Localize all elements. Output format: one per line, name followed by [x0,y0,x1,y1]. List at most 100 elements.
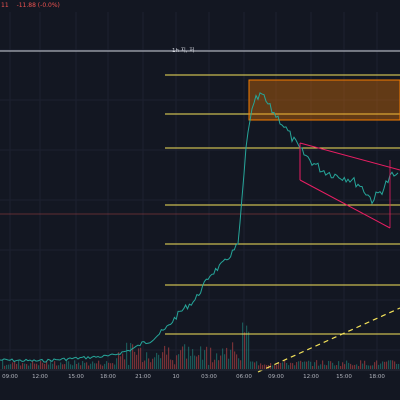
volume-bar [50,360,52,369]
time-tick-label: 06:00 [236,374,252,380]
volume-bar [100,364,102,369]
volume-bar [314,362,316,369]
volume-bar [112,363,114,369]
volume-bar [158,354,160,369]
volume-bar [198,355,200,369]
volume-bar [332,362,334,369]
volume-bar [154,357,156,369]
volume-bar [188,346,190,369]
volume-bar [40,360,42,369]
volume-bar [140,347,142,369]
triangle-upper-trendline[interactable] [299,142,400,171]
volume-bar [146,352,148,369]
volume-bar [96,363,98,369]
volume-bar [356,364,358,369]
volume-bar [222,348,224,369]
volume-bar [44,363,46,369]
price-line [0,92,399,363]
triangle-lower-trendline[interactable] [299,179,391,229]
volume-bar [116,358,118,369]
volume-bar [294,365,296,369]
volume-bar [326,365,328,369]
volume-bar [338,361,340,369]
volume-bar [394,361,396,369]
volume-bar [126,342,128,369]
volume-bar [98,360,100,369]
volume-bar [70,364,72,369]
volume-bar [278,362,280,369]
volume-bar [342,362,344,369]
volume-bar [66,360,68,369]
volume-bar [354,364,356,369]
volume-bar [378,364,380,369]
volume-bar [128,364,130,369]
volume-bar [340,365,342,369]
volume-bar [362,363,364,369]
time-axis[interactable]: 09:00 12:00 15:00 18:00 21:00 10 03:00 06:00 09:… [0,370,400,386]
volume-bar [380,363,382,369]
volume-bar [382,361,384,369]
volume-bar [166,354,168,369]
volume-bar [48,364,50,369]
volume-bar [4,365,6,369]
volume-bar [316,360,318,369]
volume-bar [244,332,246,369]
volume-bar [262,365,264,369]
volume-bar [110,363,112,369]
rising-dashed-trendline[interactable] [257,307,400,373]
volume-bar [170,359,172,369]
volume-bar [306,361,308,369]
volume-bar [20,365,22,369]
volume-bar [178,354,180,369]
supply-zone-box[interactable] [248,79,400,121]
volume-bar [372,365,374,369]
volume-bar [220,355,222,369]
volume-bar [62,364,64,369]
volume-bar [212,362,214,369]
volume-bar [204,350,206,369]
volume-bar [106,361,108,369]
volume-bar [392,360,394,369]
volume-bar [264,364,266,369]
volume-bar [216,353,218,369]
volume-bar [308,360,310,369]
volume-bar [84,362,86,369]
volume-bar [46,361,48,369]
volume-bar [218,360,220,369]
volume-bar [324,364,326,369]
volume-bar [14,361,16,369]
volume-bar [352,365,354,369]
volume-bar [36,363,38,369]
volume-bar [26,364,28,369]
volume-bar [286,362,288,369]
volume-bar [336,365,338,369]
horizontal-levels[interactable] [0,50,400,335]
volume-bar [214,359,216,369]
volume-bar [304,361,306,369]
triangle-pattern[interactable] [299,142,400,229]
volume-bar [58,365,60,369]
volume-bar [42,362,44,369]
volume-bar [334,365,336,369]
volume-bar [240,360,242,369]
volume-bar [176,355,178,369]
volume-bar [232,342,234,369]
volume-bar [54,361,56,369]
volume-bar [78,362,80,369]
volume-bar [196,356,198,369]
volume-bar [210,347,212,369]
volume-bar [250,361,252,369]
volume-bar [94,363,96,369]
volume-bar [32,360,34,369]
volume-bar [164,345,166,369]
volume-bar [56,365,58,369]
volume-bar [258,365,260,369]
time-tick-label: 18:00 [100,374,116,380]
volume-bar [76,363,78,369]
volume-bar [108,362,110,369]
volume-bar [238,358,240,369]
volume-bar [328,360,330,369]
volume-bar [60,362,62,369]
